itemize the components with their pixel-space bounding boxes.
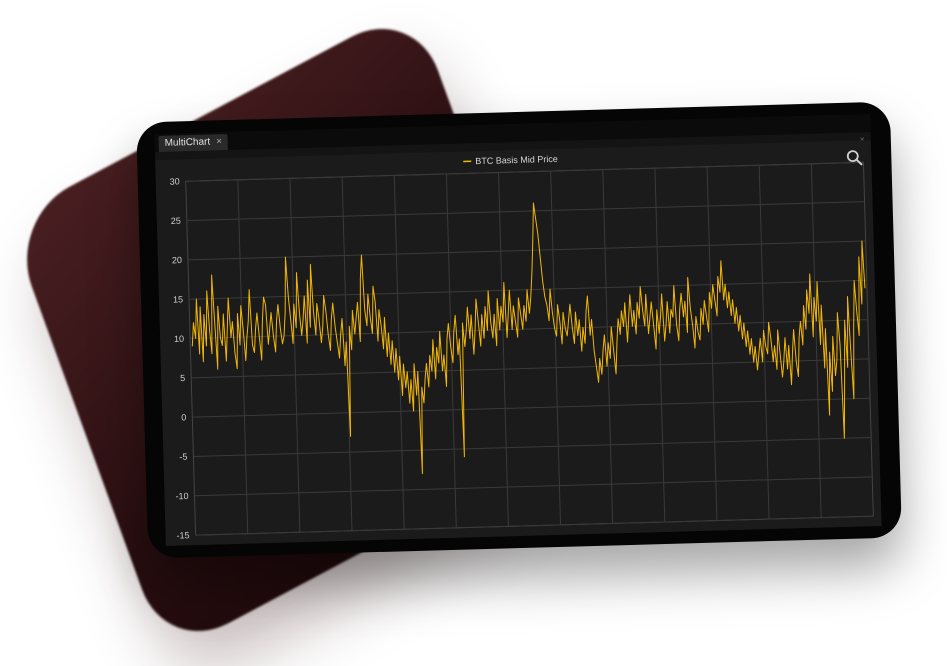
grid-line-h [186, 201, 865, 222]
grid-line-v [393, 175, 405, 530]
grid-line-h [195, 515, 874, 536]
plot-area [185, 161, 874, 536]
y-tick-label: 20 [172, 255, 182, 265]
grid-line-h [187, 240, 866, 261]
grid-line-h [194, 476, 873, 497]
series-line-0 [191, 202, 866, 475]
grid-line-h [192, 397, 871, 418]
tab-multichart[interactable]: MultiChart × [158, 134, 229, 152]
y-tick-label: 30 [170, 176, 180, 186]
y-tick-label: 25 [171, 216, 181, 226]
tab-label: MultiChart [164, 136, 211, 149]
grid-line-v [289, 178, 301, 533]
device-frame: MultiChart × × 30 25 20 15 10 5 0 -5 -10 -15 BTC B… [136, 101, 902, 559]
y-tick-label: 5 [180, 373, 185, 383]
grid-line-h [191, 358, 869, 379]
y-tick-label: -5 [179, 452, 187, 462]
chart-panel: 30 25 20 15 10 5 0 -5 -10 -15 BTC Basis Mid Price [155, 140, 882, 546]
grid-line-v [758, 165, 770, 520]
grid-line-v [498, 172, 509, 527]
grid-line-v [706, 166, 718, 521]
legend-label: BTC Basis Mid Price [475, 154, 558, 166]
grid-line-v [810, 163, 822, 518]
grid-line-h [185, 161, 864, 182]
grid-line-h [188, 279, 867, 300]
close-icon[interactable]: × [216, 136, 223, 148]
y-tick-label: -15 [176, 530, 189, 540]
grid-line-h [190, 319, 868, 340]
y-tick-label: 10 [174, 334, 184, 344]
grid-line-v [237, 179, 249, 534]
grid-line-v [550, 171, 562, 525]
y-tick-label: 15 [173, 294, 183, 304]
chart-canvas[interactable]: 30 25 20 15 10 5 0 -5 -10 -15 BTC Basis Mid Price [155, 140, 881, 546]
grid-line-v [654, 168, 666, 523]
y-tick-label: 0 [181, 412, 186, 422]
search-icon[interactable] [845, 148, 863, 166]
grid-line-h [193, 437, 872, 457]
y-tick-label: -10 [175, 491, 188, 501]
app-screen: MultiChart × × 30 25 20 15 10 5 0 -5 -10 -15 BTC B… [154, 114, 882, 546]
